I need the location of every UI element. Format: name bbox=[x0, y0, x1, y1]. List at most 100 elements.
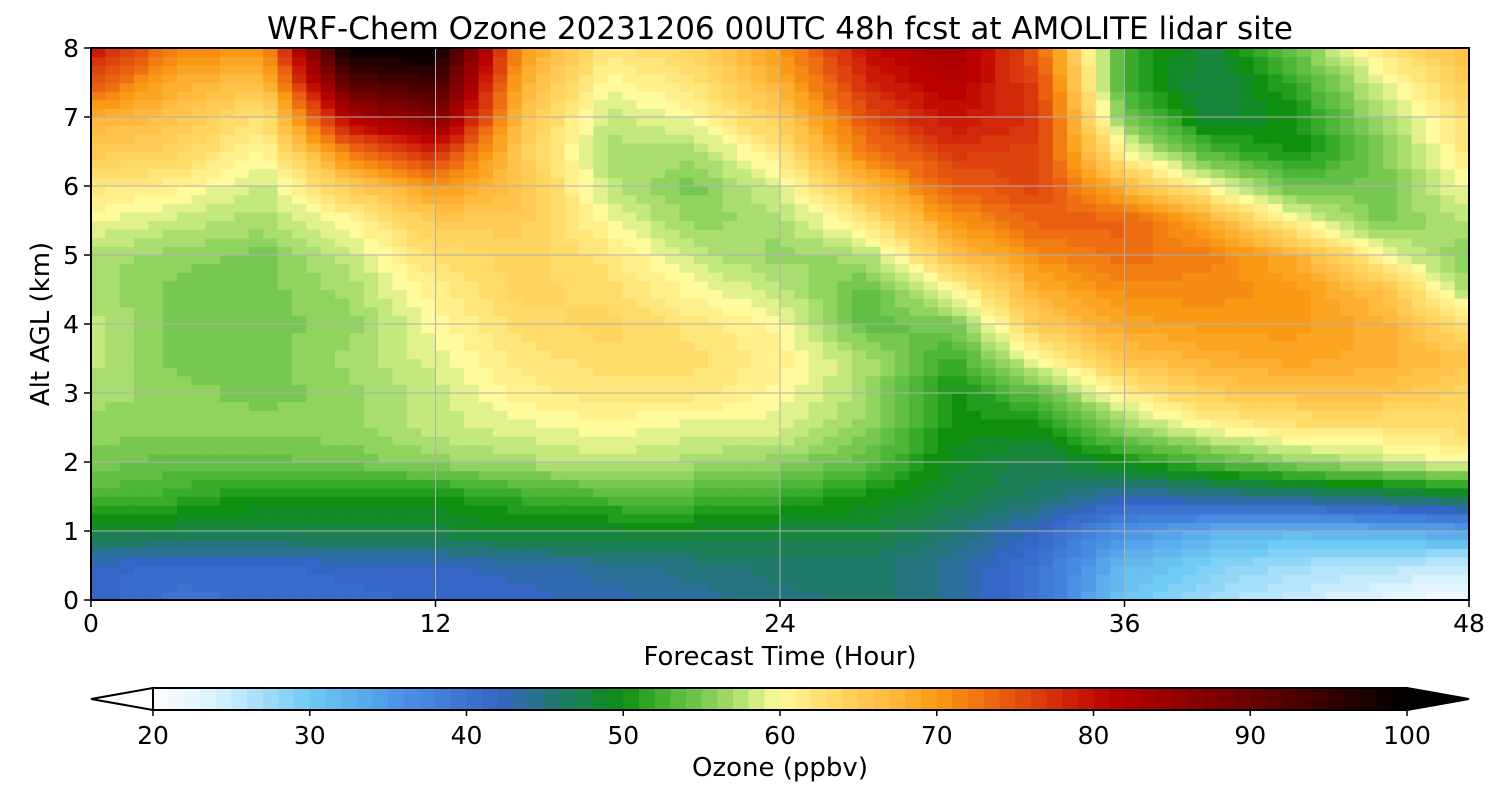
ozone-cell bbox=[478, 168, 494, 178]
ozone-cell bbox=[349, 531, 365, 541]
ozone-cell bbox=[392, 341, 408, 351]
ozone-cell bbox=[736, 462, 752, 472]
ozone-cell bbox=[220, 349, 236, 360]
ozone-cell bbox=[780, 229, 795, 239]
ozone-cell bbox=[980, 186, 996, 196]
ozone-cell bbox=[937, 574, 953, 584]
ozone-cell bbox=[421, 108, 437, 118]
ozone-cell bbox=[909, 324, 925, 334]
ozone-cell bbox=[177, 117, 193, 127]
ozone-cell bbox=[593, 73, 609, 84]
ozone-cell bbox=[492, 160, 508, 170]
ozone-cell bbox=[909, 125, 925, 135]
ozone-cell bbox=[406, 462, 422, 472]
ozone-cell bbox=[507, 82, 523, 92]
ozone-cell bbox=[191, 496, 207, 506]
ozone-cell bbox=[1067, 142, 1083, 153]
ozone-cell bbox=[421, 358, 437, 368]
ozone-cell bbox=[837, 522, 853, 532]
ozone-cell bbox=[736, 401, 752, 411]
ozone-cell bbox=[693, 349, 709, 360]
ozone-cell bbox=[995, 211, 1011, 222]
ozone-cell bbox=[306, 160, 322, 170]
ozone-cell bbox=[1038, 56, 1054, 66]
ozone-cell bbox=[248, 56, 264, 66]
ozone-cell bbox=[205, 168, 221, 178]
ozone-cell bbox=[1124, 73, 1140, 84]
ozone-cell bbox=[191, 565, 207, 575]
ozone-cell bbox=[765, 479, 781, 489]
ozone-cell bbox=[191, 203, 207, 213]
ozone-cell bbox=[521, 280, 537, 291]
ozone-cell bbox=[1024, 315, 1039, 325]
ozone-cell bbox=[894, 306, 910, 316]
ozone-cell bbox=[162, 91, 178, 101]
ozone-cell bbox=[995, 410, 1011, 420]
ozone-cell bbox=[808, 349, 824, 360]
ozone-cell bbox=[162, 142, 178, 153]
ozone-cell bbox=[1181, 436, 1197, 446]
ozone-cell bbox=[909, 237, 925, 247]
ozone-cell bbox=[665, 177, 681, 187]
ozone-cell bbox=[866, 556, 882, 567]
ozone-cell bbox=[1110, 574, 1126, 584]
ozone-cell bbox=[1052, 151, 1068, 161]
ozone-cell bbox=[378, 56, 394, 66]
ozone-cell bbox=[966, 324, 982, 334]
ozone-cell bbox=[162, 349, 178, 360]
ozone-cell bbox=[751, 73, 767, 84]
ozone-cell bbox=[736, 358, 752, 368]
ozone-cell bbox=[1153, 117, 1169, 127]
ozone-cell bbox=[636, 237, 652, 247]
ozone-cell bbox=[1110, 91, 1126, 101]
ozone-cell bbox=[277, 479, 293, 489]
ozone-cell bbox=[980, 470, 996, 480]
ozone-cell bbox=[579, 272, 594, 282]
ozone-cell bbox=[492, 341, 508, 351]
ozone-cell bbox=[1067, 453, 1083, 463]
ozone-cell bbox=[1038, 462, 1054, 472]
ozone-cell bbox=[708, 332, 724, 342]
ozone-cell bbox=[177, 436, 193, 446]
ozone-cell bbox=[866, 160, 882, 170]
ozone-cell bbox=[507, 73, 523, 84]
ozone-cell bbox=[349, 582, 365, 592]
ozone-cell bbox=[751, 539, 767, 549]
ozone-cell bbox=[291, 168, 307, 178]
ozone-cell bbox=[335, 91, 350, 101]
ozone-cell bbox=[464, 56, 480, 66]
ozone-cell bbox=[1081, 125, 1097, 135]
ozone-cell bbox=[1181, 229, 1197, 239]
ozone-cell bbox=[966, 375, 982, 385]
ozone-cell bbox=[808, 229, 824, 239]
ozone-cell bbox=[1196, 531, 1212, 541]
ozone-cell bbox=[851, 548, 867, 558]
ozone-cell bbox=[277, 410, 293, 420]
ozone-cell bbox=[449, 470, 465, 480]
ozone-cell bbox=[162, 82, 178, 92]
ozone-cell bbox=[277, 237, 293, 247]
ozone-cell bbox=[909, 393, 925, 403]
ozone-cell bbox=[1196, 487, 1212, 498]
ozone-cell bbox=[607, 479, 623, 489]
ozone-cell bbox=[277, 496, 293, 506]
ozone-cell bbox=[1167, 384, 1183, 394]
ozone-cell bbox=[1181, 91, 1197, 101]
ozone-cell bbox=[937, 556, 953, 567]
ozone-cell bbox=[550, 427, 566, 437]
ozone-cell bbox=[1052, 496, 1068, 506]
ozone-cell bbox=[736, 539, 752, 549]
ozone-cell bbox=[794, 375, 810, 385]
ozone-cell bbox=[220, 186, 236, 196]
ozone-cell bbox=[550, 436, 566, 446]
ozone-cell bbox=[765, 289, 781, 299]
ozone-cell bbox=[564, 151, 580, 161]
ozone-cell bbox=[1124, 505, 1140, 515]
ozone-cell bbox=[550, 272, 566, 282]
ozone-cell bbox=[808, 582, 824, 592]
ozone-cell bbox=[134, 505, 150, 515]
ozone-cell bbox=[263, 393, 279, 403]
ozone-cell bbox=[363, 73, 379, 84]
ozone-cell bbox=[1138, 91, 1154, 101]
ozone-cell bbox=[808, 496, 824, 506]
